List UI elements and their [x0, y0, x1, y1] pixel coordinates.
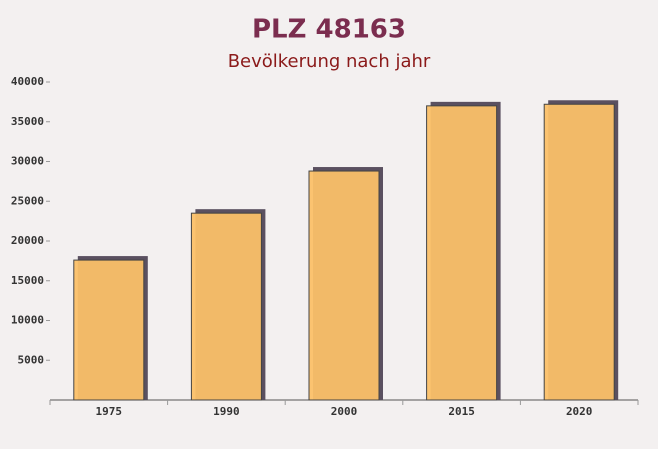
chart-subtitle: Bevölkerung nach jahr — [228, 51, 431, 72]
y-tick-label: 25000 — [11, 194, 44, 207]
x-tick-label: 2020 — [566, 405, 593, 418]
y-tick-label: 10000 — [11, 314, 44, 327]
y-tick-label: 20000 — [11, 234, 44, 247]
y-tick-label: 30000 — [11, 155, 44, 168]
y-tick-label: 5000 — [18, 353, 45, 366]
bar — [308, 170, 380, 401]
y-tick-label: 15000 — [11, 274, 44, 287]
x-tick-label: 1990 — [213, 405, 240, 418]
chart-title: PLZ 48163 — [252, 15, 406, 45]
y-tick-label: 35000 — [11, 115, 44, 128]
x-tick-label: 1975 — [96, 405, 123, 418]
bar — [543, 103, 615, 401]
bar — [426, 105, 498, 401]
x-tick-label: 2000 — [331, 405, 358, 418]
x-tick-label: 2015 — [448, 405, 475, 418]
bar — [190, 212, 262, 401]
bar — [73, 259, 145, 401]
y-tick-label: 40000 — [11, 75, 44, 88]
